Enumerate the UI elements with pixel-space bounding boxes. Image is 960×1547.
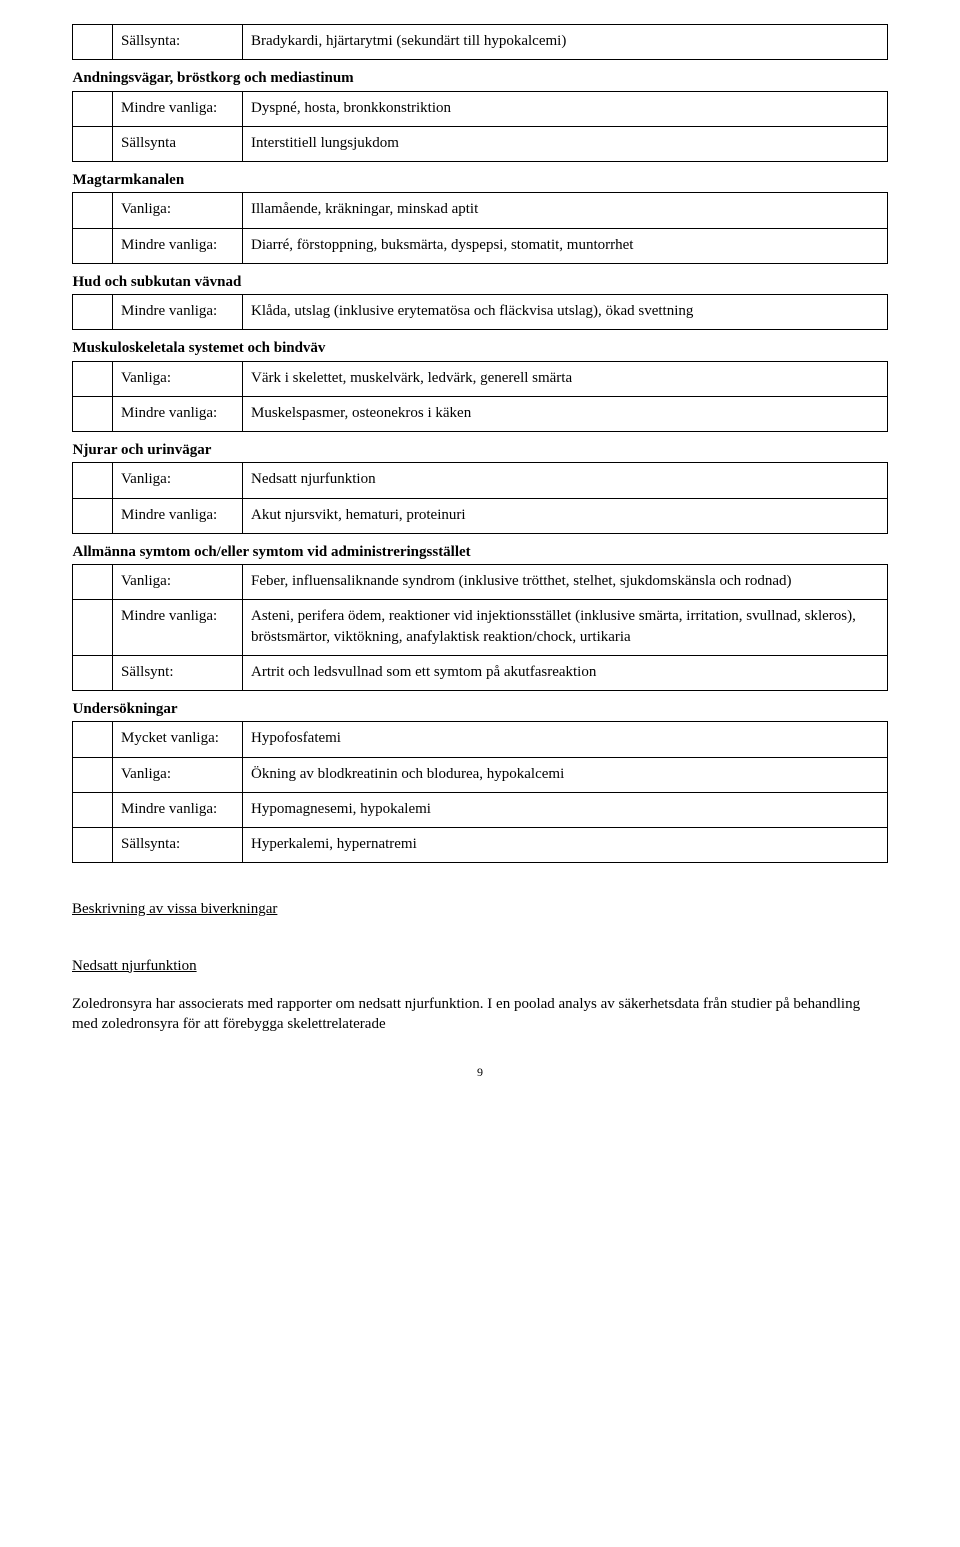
table-row: Mindre vanliga: Hypomagnesemi, hypokalem… (73, 792, 888, 827)
indent-cell (73, 228, 113, 263)
section-header: Magtarmkanalen (73, 162, 888, 193)
page-number: 9 (72, 1064, 888, 1080)
table-row: Sällsynta: Bradykardi, hjärtarytmi (seku… (73, 25, 888, 60)
description-cell: Värk i skelettet, muskelvärk, ledvärk, g… (243, 361, 888, 396)
table-row: Sällsynta Interstitiell lungsjukdom (73, 126, 888, 161)
description-cell: Hypomagnesemi, hypokalemi (243, 792, 888, 827)
frequency-label: Mindre vanliga: (113, 396, 243, 431)
table-row: Sällsynta: Hyperkalemi, hypernatremi (73, 828, 888, 863)
frequency-label: Mindre vanliga: (113, 498, 243, 533)
table-row: Mindre vanliga: Diarré, förstoppning, bu… (73, 228, 888, 263)
subheading-nedsatt-njurfunktion: Nedsatt njurfunktion (72, 956, 888, 976)
indent-cell (73, 600, 113, 656)
table-row: Mindre vanliga: Asteni, perifera ödem, r… (73, 600, 888, 656)
table-row: Vanliga: Ökning av blodkreatinin och blo… (73, 757, 888, 792)
indent-cell (73, 126, 113, 161)
table-row: Mycket vanliga: Hypofosfatemi (73, 722, 888, 757)
description-cell: Asteni, perifera ödem, reaktioner vid in… (243, 600, 888, 656)
indent-cell (73, 193, 113, 228)
description-cell: Dyspné, hosta, bronkkonstriktion (243, 91, 888, 126)
frequency-label: Vanliga: (113, 193, 243, 228)
table-row: Vanliga: Värk i skelettet, muskelvärk, l… (73, 361, 888, 396)
indent-cell (73, 463, 113, 498)
description-cell: Bradykardi, hjärtarytmi (sekundärt till … (243, 25, 888, 60)
frequency-label: Vanliga: (113, 565, 243, 600)
frequency-label: Mycket vanliga: (113, 722, 243, 757)
description-cell: Feber, influensaliknande syndrom (inklus… (243, 565, 888, 600)
indent-cell (73, 828, 113, 863)
table-row: Vanliga: Nedsatt njurfunktion (73, 463, 888, 498)
description-cell: Akut njursvikt, hematuri, proteinuri (243, 498, 888, 533)
frequency-label: Sällsynta: (113, 828, 243, 863)
frequency-label: Mindre vanliga: (113, 792, 243, 827)
table-row: Sällsynt: Artrit och ledsvullnad som ett… (73, 655, 888, 690)
table-row: Mindre vanliga: Muskelspasmer, osteonekr… (73, 396, 888, 431)
frequency-label: Sällsynt: (113, 655, 243, 690)
indent-cell (73, 792, 113, 827)
description-cell: Ökning av blodkreatinin och blodurea, hy… (243, 757, 888, 792)
section-header: Andningsvägar, bröstkorg och mediastinum (73, 60, 888, 91)
description-cell: Interstitiell lungsjukdom (243, 126, 888, 161)
indent-cell (73, 91, 113, 126)
subheading-beskrivning: Beskrivning av vissa biverkningar (72, 899, 888, 919)
section-header: Allmänna symtom och/eller symtom vid adm… (73, 533, 888, 564)
table-row: Mindre vanliga: Klåda, utslag (inklusive… (73, 295, 888, 330)
indent-cell (73, 361, 113, 396)
table-row: Mindre vanliga: Dyspné, hosta, bronkkons… (73, 91, 888, 126)
description-cell: Nedsatt njurfunktion (243, 463, 888, 498)
section-header: Hud och subkutan vävnad (73, 263, 888, 294)
frequency-label: Mindre vanliga: (113, 600, 243, 656)
table-row: Vanliga: Feber, influensaliknande syndro… (73, 565, 888, 600)
description-cell: Artrit och ledsvullnad som ett symtom på… (243, 655, 888, 690)
indent-cell (73, 757, 113, 792)
description-cell: Hypofosfatemi (243, 722, 888, 757)
frequency-label: Vanliga: (113, 361, 243, 396)
indent-cell (73, 498, 113, 533)
section-header: Undersökningar (73, 691, 888, 722)
indent-cell (73, 396, 113, 431)
table-row: Vanliga: Illamående, kräkningar, minskad… (73, 193, 888, 228)
description-cell: Diarré, förstoppning, buksmärta, dyspeps… (243, 228, 888, 263)
description-cell: Klåda, utslag (inklusive erytematösa och… (243, 295, 888, 330)
table-row: Mindre vanliga: Akut njursvikt, hematuri… (73, 498, 888, 533)
frequency-label: Vanliga: (113, 463, 243, 498)
frequency-label: Mindre vanliga: (113, 295, 243, 330)
indent-cell (73, 722, 113, 757)
body-paragraph: Zoledronsyra har associerats med rapport… (72, 994, 888, 1035)
frequency-label: Mindre vanliga: (113, 91, 243, 126)
frequency-label: Mindre vanliga: (113, 228, 243, 263)
frequency-label: Sällsynta: (113, 25, 243, 60)
frequency-label: Sällsynta (113, 126, 243, 161)
description-cell: Muskelspasmer, osteonekros i käken (243, 396, 888, 431)
indent-cell (73, 565, 113, 600)
frequency-label: Vanliga: (113, 757, 243, 792)
adverse-events-table: Sällsynta: Bradykardi, hjärtarytmi (seku… (72, 24, 888, 863)
indent-cell (73, 655, 113, 690)
description-cell: Illamående, kräkningar, minskad aptit (243, 193, 888, 228)
indent-cell (73, 295, 113, 330)
indent-cell (73, 25, 113, 60)
section-header: Muskuloskeletala systemet och bindväv (73, 330, 888, 361)
description-cell: Hyperkalemi, hypernatremi (243, 828, 888, 863)
section-header: Njurar och urinvägar (73, 432, 888, 463)
